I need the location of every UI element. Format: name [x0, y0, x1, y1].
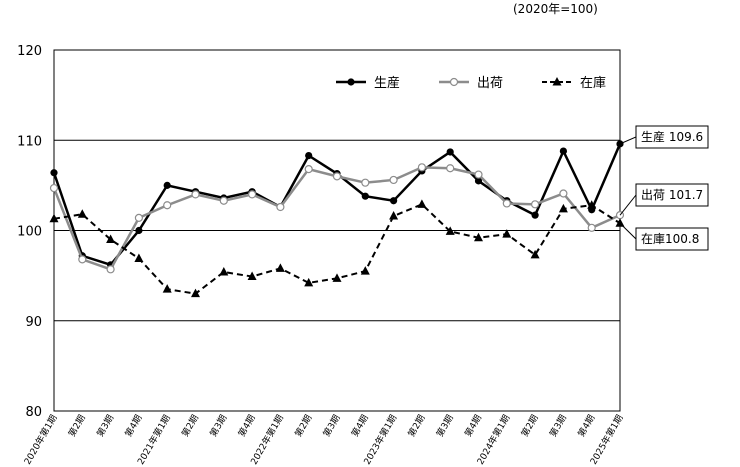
- data-point: [474, 170, 483, 179]
- data-point: [558, 203, 568, 213]
- data-point: [389, 175, 398, 185]
- x-tick-label: 第4期: [349, 413, 371, 440]
- data-point: [587, 223, 596, 232]
- callout-leader: [619, 136, 637, 145]
- data-point: [77, 209, 87, 218]
- series-3: [49, 199, 625, 298]
- data-point: [304, 277, 314, 287]
- data-point: [530, 200, 540, 209]
- series-2: [49, 163, 625, 274]
- data-point: [587, 200, 597, 209]
- unit-note: (2020年=100): [513, 2, 598, 16]
- data-point: [446, 164, 455, 173]
- data-point: [49, 213, 59, 223]
- data-point: [361, 192, 369, 200]
- x-tick-label: 第4期: [575, 413, 597, 440]
- legend-label: 出荷: [477, 76, 503, 91]
- x-tick-label: 第3期: [207, 413, 229, 440]
- x-tick-label: 第3期: [94, 413, 116, 440]
- x-tick-label: 第3期: [434, 413, 456, 440]
- data-point: [163, 201, 172, 210]
- callout-label: 生産 109.6: [641, 129, 703, 144]
- data-point: [219, 196, 228, 205]
- data-point: [78, 255, 87, 264]
- data-point: [360, 266, 370, 275]
- x-tick-label: 第4期: [235, 413, 257, 440]
- callout-label: 在庫100.8: [641, 232, 699, 246]
- data-point: [559, 147, 568, 155]
- y-tick-label: 120: [17, 44, 42, 59]
- legend-marker: [552, 77, 562, 86]
- data-point: [530, 249, 540, 259]
- data-point: [219, 267, 229, 276]
- data-point: [134, 213, 143, 222]
- data-point: [502, 229, 512, 238]
- data-point: [247, 271, 257, 281]
- data-point: [474, 177, 483, 185]
- data-point: [417, 199, 427, 208]
- data-point: [332, 273, 342, 282]
- y-tick-label: 80: [25, 405, 42, 420]
- y-tick-label: 100: [17, 225, 42, 240]
- data-point: [50, 169, 58, 177]
- x-tick-label: 第3期: [320, 413, 342, 440]
- data-point: [417, 163, 426, 172]
- data-point: [332, 172, 342, 181]
- data-point: [615, 218, 625, 227]
- x-tick-label: 第2期: [292, 413, 314, 440]
- data-point: [559, 189, 568, 198]
- legend-marker: [347, 78, 355, 86]
- data-point: [275, 263, 285, 272]
- x-tick-label: 第2期: [405, 413, 427, 440]
- data-point: [106, 234, 116, 244]
- y-tick-label: 110: [17, 134, 42, 149]
- x-tick-label: 第2期: [179, 413, 201, 440]
- data-point: [248, 190, 257, 199]
- x-tick-label: 第2期: [518, 413, 540, 440]
- y-tick-label: 90: [25, 315, 42, 330]
- data-point: [361, 178, 370, 187]
- data-point: [390, 197, 398, 205]
- legend-label: 在庫: [580, 76, 606, 91]
- data-point: [389, 211, 399, 220]
- data-point: [106, 265, 115, 274]
- data-point: [446, 148, 454, 156]
- data-point: [502, 199, 511, 208]
- data-point: [191, 288, 200, 298]
- data-point: [276, 202, 285, 212]
- callout-box: [635, 125, 709, 149]
- data-point: [304, 165, 313, 174]
- data-point: [305, 151, 313, 160]
- legend-marker: [449, 77, 459, 87]
- callout-leader: [619, 222, 637, 240]
- x-tick-label: 第3期: [547, 413, 569, 440]
- data-point: [531, 211, 539, 219]
- data-point: [445, 226, 455, 235]
- x-tick-label: 第4期: [462, 413, 484, 440]
- callout-leader: [619, 194, 637, 216]
- callout-box: [635, 183, 709, 207]
- data-point: [163, 181, 171, 189]
- data-point: [135, 226, 143, 235]
- data-point: [49, 183, 59, 193]
- data-point: [162, 284, 172, 293]
- x-tick-label: 2020年第1期: [21, 413, 59, 467]
- x-tick-label: 第4期: [122, 413, 144, 440]
- data-point: [474, 232, 483, 242]
- callout-label: 出荷 101.7: [641, 188, 703, 202]
- x-tick-label: 第2期: [66, 413, 88, 440]
- data-point: [191, 190, 200, 199]
- legend-label: 生産: [374, 75, 400, 91]
- data-point: [134, 253, 144, 262]
- callout-box: [635, 227, 709, 251]
